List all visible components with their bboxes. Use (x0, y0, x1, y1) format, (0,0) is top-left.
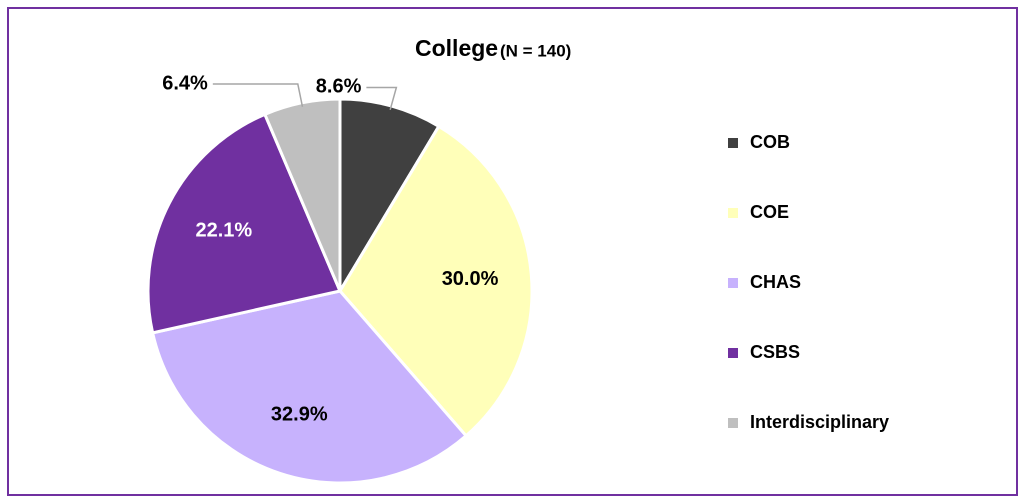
pie-slice (150, 289, 469, 485)
legend-swatch (728, 208, 738, 218)
data-label: 22.1% (195, 220, 252, 242)
data-label: 30.0% (442, 268, 499, 290)
leader-line (212, 83, 304, 107)
legend-label: COE (750, 202, 789, 222)
data-label: 32.9% (271, 403, 328, 425)
leader-line (366, 86, 398, 111)
pie-slice (146, 112, 343, 335)
legend-swatch (728, 348, 738, 358)
legend-label: CHAS (750, 272, 801, 292)
legend-swatch (728, 418, 738, 428)
legend-label: COB (750, 132, 790, 152)
chart-subtitle: (N = 140) (500, 41, 571, 60)
legend-label: Interdisciplinary (750, 412, 889, 432)
legend-label: CSBS (750, 342, 800, 362)
legend-swatch (728, 278, 738, 288)
data-label: 6.4% (162, 72, 208, 94)
pie-slice (338, 124, 534, 438)
chart-title: College (415, 35, 498, 61)
legend-swatch (728, 138, 738, 148)
data-label: 8.6% (316, 76, 362, 98)
